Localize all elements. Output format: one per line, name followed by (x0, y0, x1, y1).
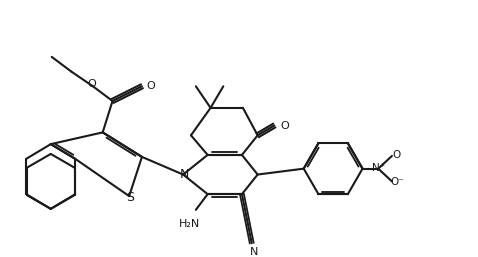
Text: N: N (250, 247, 258, 257)
Text: N⁺: N⁺ (371, 163, 385, 173)
Text: S: S (126, 191, 134, 204)
Text: O: O (280, 121, 289, 131)
Text: O: O (393, 150, 401, 160)
Text: O⁻: O⁻ (390, 177, 404, 187)
Text: N: N (179, 168, 189, 181)
Text: O: O (87, 79, 96, 89)
Text: O: O (147, 81, 155, 91)
Text: H₂N: H₂N (179, 218, 201, 228)
